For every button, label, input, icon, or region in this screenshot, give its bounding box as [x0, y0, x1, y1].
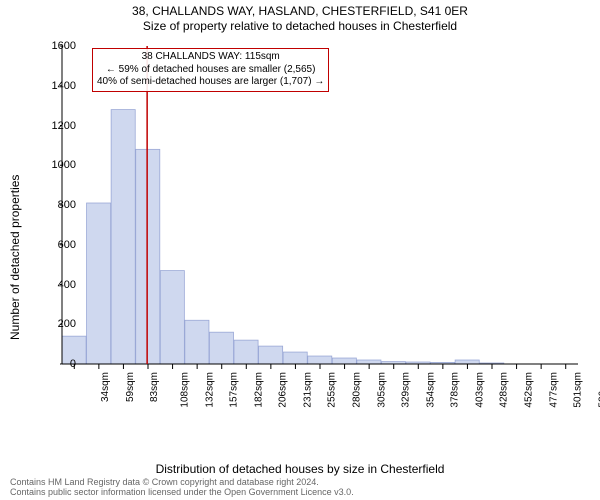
y-tick: 1400: [36, 80, 76, 92]
y-tick: 200: [36, 318, 76, 330]
x-tick: 157sqm: [229, 372, 240, 408]
x-tick: 34sqm: [100, 372, 111, 402]
x-tick: 206sqm: [278, 372, 289, 408]
annotation-line-3: 40% of semi-detached houses are larger (…: [97, 76, 324, 89]
annotation-line-1: 38 CHALLANDS WAY: 115sqm: [97, 51, 324, 64]
annotation-line-2: ← 59% of detached houses are smaller (2,…: [97, 64, 324, 77]
footer: Contains HM Land Registry data © Crown c…: [10, 478, 354, 498]
x-tick: 354sqm: [425, 372, 436, 408]
y-tick: 800: [36, 199, 76, 211]
x-tick: 452sqm: [524, 372, 535, 408]
x-tick: 378sqm: [450, 372, 461, 408]
y-tick: 400: [36, 279, 76, 291]
histogram-svg: [60, 44, 580, 414]
x-tick: 329sqm: [401, 372, 412, 408]
address-title: 38, CHALLANDS WAY, HASLAND, CHESTERFIELD…: [0, 4, 600, 18]
y-tick: 1200: [36, 120, 76, 132]
x-tick: 83sqm: [149, 372, 160, 402]
x-tick: 428sqm: [499, 372, 510, 408]
subtitle: Size of property relative to detached ho…: [0, 19, 600, 33]
x-tick: 182sqm: [253, 372, 264, 408]
footer-line-2: Contains public sector information licen…: [10, 488, 354, 498]
y-axis-label: Number of detached properties: [8, 175, 22, 340]
x-axis-label: Distribution of detached houses by size …: [0, 462, 600, 476]
y-tick: 1000: [36, 159, 76, 171]
y-tick: 600: [36, 239, 76, 251]
plot-area: [60, 44, 580, 414]
x-tick: 501sqm: [573, 372, 584, 408]
x-tick: 403sqm: [474, 372, 485, 408]
chart-container: 38, CHALLANDS WAY, HASLAND, CHESTERFIELD…: [0, 0, 600, 500]
annotation-box: 38 CHALLANDS WAY: 115sqm ← 59% of detach…: [92, 48, 329, 92]
title-block: 38, CHALLANDS WAY, HASLAND, CHESTERFIELD…: [0, 0, 600, 33]
x-tick: 59sqm: [125, 372, 136, 402]
y-tick: 0: [36, 358, 76, 370]
x-tick: 132sqm: [204, 372, 215, 408]
x-tick: 231sqm: [302, 372, 313, 408]
x-tick: 305sqm: [376, 372, 387, 408]
x-tick: 280sqm: [352, 372, 363, 408]
x-tick: 477sqm: [548, 372, 559, 408]
y-tick: 1600: [36, 40, 76, 52]
x-tick: 255sqm: [327, 372, 338, 408]
x-tick: 108sqm: [180, 372, 191, 408]
